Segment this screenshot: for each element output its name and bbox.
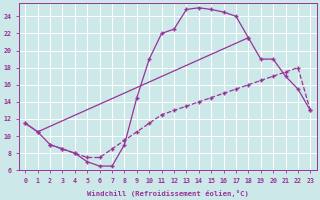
X-axis label: Windchill (Refroidissement éolien,°C): Windchill (Refroidissement éolien,°C) bbox=[87, 190, 249, 197]
